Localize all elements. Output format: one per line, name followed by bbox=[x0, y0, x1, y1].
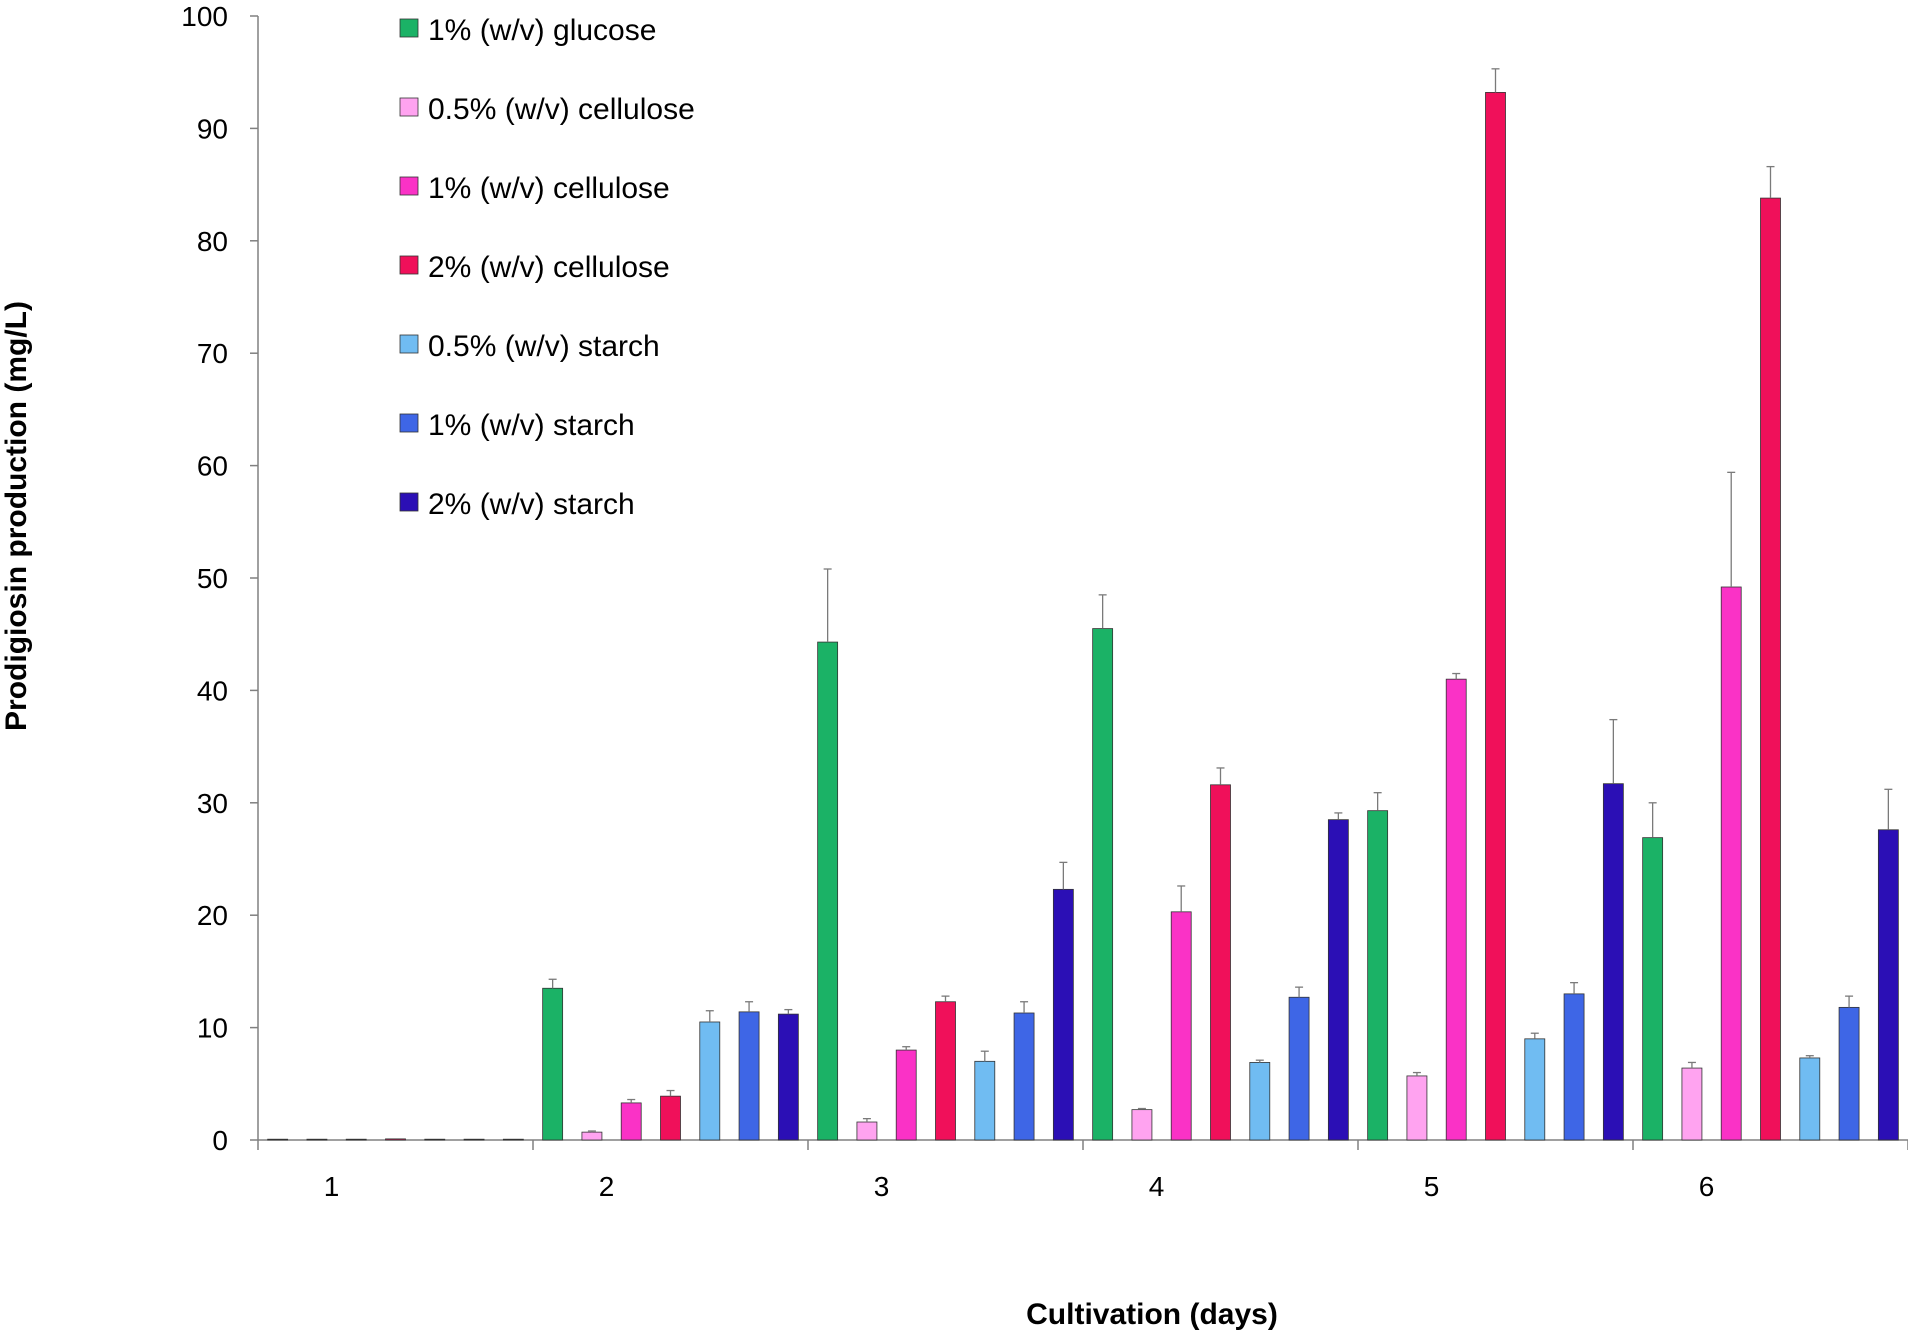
bar bbox=[1445, 678, 1467, 1141]
bar bbox=[1720, 586, 1742, 1141]
y-tick-label: 50 bbox=[197, 563, 228, 594]
bar bbox=[1799, 1057, 1821, 1141]
legend-label: 1% (w/v) starch bbox=[428, 409, 635, 442]
legend-label: 1% (w/v) cellulose bbox=[428, 172, 670, 205]
x-tick-label: 5 bbox=[1424, 1171, 1440, 1202]
x-tick-label: 4 bbox=[1149, 1171, 1165, 1202]
legend-swatch bbox=[399, 176, 419, 196]
y-tick-label: 40 bbox=[197, 675, 228, 706]
y-tick-label: 70 bbox=[197, 338, 228, 369]
y-tick-label: 80 bbox=[197, 226, 228, 257]
bar bbox=[1013, 1012, 1035, 1141]
legend-swatch bbox=[399, 334, 419, 354]
legend: 1% (w/v) glucose 0.5% (w/v) cellulose 1% (… bbox=[399, 14, 695, 521]
legend-label: 2% (w/v) cellulose bbox=[428, 251, 670, 284]
y-tick-label: 0 bbox=[212, 1125, 228, 1156]
bar bbox=[542, 987, 564, 1141]
bar bbox=[1131, 1109, 1153, 1141]
bar bbox=[385, 1138, 406, 1141]
bar bbox=[1485, 92, 1506, 1141]
bar bbox=[267, 1138, 289, 1141]
bar bbox=[738, 1011, 760, 1141]
bar bbox=[895, 1049, 917, 1141]
y-tick-label: 60 bbox=[197, 451, 228, 482]
legend-swatch bbox=[399, 255, 419, 275]
y-tick-label: 90 bbox=[197, 113, 228, 144]
bar bbox=[1249, 1062, 1271, 1141]
bar bbox=[620, 1102, 642, 1141]
bar bbox=[856, 1121, 878, 1141]
legend-label: 0.5% (w/v) starch bbox=[428, 330, 660, 363]
x-axis: 1 2 3 4 5 6 bbox=[257, 1139, 1908, 1202]
y-axis-title: Prodigiosin production (mg/L) bbox=[0, 301, 33, 731]
bar bbox=[1288, 996, 1310, 1141]
bar bbox=[1327, 819, 1349, 1141]
bar bbox=[1406, 1075, 1428, 1141]
legend-swatch bbox=[399, 413, 419, 433]
bar bbox=[1210, 784, 1231, 1141]
y-tick-label: 10 bbox=[197, 1013, 228, 1044]
y-tick-label: 20 bbox=[197, 900, 228, 931]
bar bbox=[1170, 911, 1192, 1141]
bar bbox=[1602, 783, 1624, 1141]
bar bbox=[1092, 628, 1114, 1141]
y-axis: 0 10 20 30 40 50 60 70 80 90 100 bbox=[181, 1, 259, 1156]
bar bbox=[1524, 1038, 1546, 1141]
plot-area bbox=[267, 68, 1899, 1141]
bar bbox=[935, 1001, 956, 1141]
bar bbox=[1681, 1067, 1703, 1141]
legend-swatch bbox=[399, 492, 419, 512]
y-tick-label: 30 bbox=[197, 788, 228, 819]
bar bbox=[1760, 197, 1781, 1141]
bar bbox=[1877, 829, 1899, 1141]
legend-swatch bbox=[399, 97, 419, 117]
bar bbox=[817, 641, 839, 1141]
bar bbox=[974, 1060, 996, 1141]
x-tick-label: 1 bbox=[324, 1171, 340, 1202]
x-tick-label: 2 bbox=[599, 1171, 615, 1202]
legend-swatch bbox=[399, 18, 419, 38]
legend-label: 2% (w/v) starch bbox=[428, 488, 635, 521]
bar bbox=[1563, 993, 1585, 1141]
bar bbox=[660, 1095, 681, 1141]
bar bbox=[502, 1138, 524, 1141]
x-axis-title: Cultivation (days) bbox=[1026, 1298, 1278, 1331]
bar bbox=[699, 1021, 721, 1141]
x-tick-label: 6 bbox=[1699, 1171, 1715, 1202]
bar bbox=[1052, 888, 1074, 1141]
bar bbox=[306, 1138, 328, 1141]
legend-label: 0.5% (w/v) cellulose bbox=[428, 93, 695, 126]
y-tick-label: 100 bbox=[181, 1, 228, 32]
bar bbox=[1642, 837, 1664, 1141]
legend-label: 1% (w/v) glucose bbox=[428, 14, 656, 47]
x-tick-label: 3 bbox=[874, 1171, 890, 1202]
bar bbox=[581, 1131, 603, 1141]
bar bbox=[777, 1013, 799, 1141]
bar bbox=[345, 1138, 367, 1141]
bar bbox=[463, 1138, 485, 1141]
bar bbox=[424, 1138, 446, 1141]
bar bbox=[1367, 810, 1389, 1141]
bar bbox=[1838, 1006, 1860, 1141]
